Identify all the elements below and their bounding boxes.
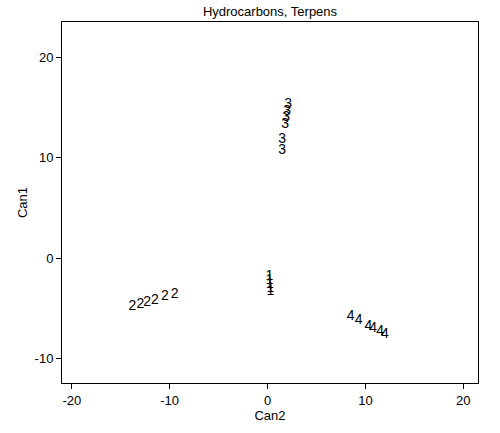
svg-text:4: 4	[355, 311, 363, 327]
svg-text:2: 2	[151, 291, 159, 307]
svg-text:0: 0	[46, 251, 53, 266]
svg-text:3: 3	[284, 95, 292, 111]
svg-text:20: 20	[456, 393, 470, 408]
svg-text:2: 2	[143, 293, 151, 309]
svg-text:2: 2	[161, 287, 169, 303]
svg-text:3: 3	[282, 108, 290, 124]
svg-text:1: 1	[266, 267, 274, 283]
svg-text:20: 20	[39, 50, 53, 65]
svg-text:1: 1	[267, 282, 275, 298]
svg-text:Hydrocarbons, Terpens: Hydrocarbons, Terpens	[203, 4, 338, 19]
svg-text:2: 2	[136, 295, 144, 311]
svg-text:Can2: Can2	[254, 408, 285, 423]
svg-text:3: 3	[281, 115, 289, 131]
svg-text:10: 10	[39, 150, 53, 165]
svg-text:-10: -10	[35, 351, 54, 366]
svg-text:4: 4	[364, 317, 372, 333]
svg-text:-20: -20	[62, 393, 81, 408]
svg-text:3: 3	[283, 102, 291, 118]
svg-text:0: 0	[264, 393, 271, 408]
svg-text:4: 4	[347, 307, 355, 323]
svg-text:3: 3	[278, 130, 286, 146]
svg-text:4: 4	[376, 322, 384, 338]
svg-text:Can1: Can1	[15, 187, 30, 218]
svg-text:1: 1	[267, 279, 275, 295]
svg-text:3: 3	[278, 141, 286, 157]
svg-text:2: 2	[171, 285, 179, 301]
svg-text:10: 10	[358, 393, 372, 408]
svg-text:1: 1	[266, 271, 274, 287]
svg-text:1: 1	[266, 275, 274, 291]
svg-text:2: 2	[129, 297, 137, 313]
svg-text:-10: -10	[160, 393, 179, 408]
svg-text:4: 4	[381, 325, 389, 341]
svg-text:4: 4	[369, 319, 377, 335]
